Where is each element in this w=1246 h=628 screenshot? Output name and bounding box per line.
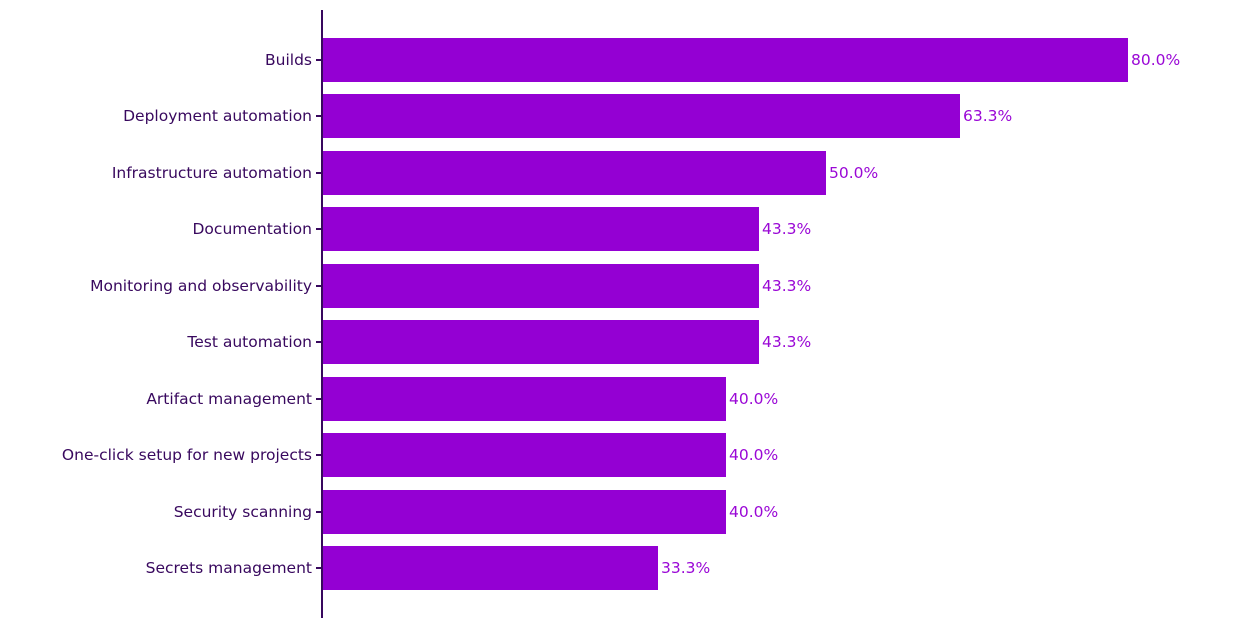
value-label: 43.3% (762, 333, 812, 352)
plot-area: 33.3% (321, 540, 1246, 597)
category-label: One-click setup for new projects (61, 446, 312, 465)
tick-mark (316, 397, 321, 400)
tick-mark (316, 171, 321, 174)
category-label: Documentation (192, 220, 313, 239)
bar (323, 489, 726, 534)
tick-mark (316, 510, 321, 513)
bar-row: Secrets management 33.3% (0, 540, 1246, 597)
value-label: 43.3% (762, 276, 812, 295)
bar (323, 94, 960, 139)
bar-row: Infrastructure automation 50.0% (0, 145, 1246, 202)
bar-row: Artifact management 40.0% (0, 371, 1246, 428)
value-label: 43.3% (762, 220, 812, 239)
bar-row: Security scanning 40.0% (0, 484, 1246, 541)
value-label: 50.0% (829, 163, 879, 182)
value-label: 40.0% (729, 446, 779, 465)
bar (323, 207, 759, 252)
tick-mark (316, 228, 321, 231)
plot-area: 50.0% (321, 145, 1246, 202)
bar (323, 376, 726, 421)
plot-area: 43.3% (321, 314, 1246, 371)
bar-row: Documentation 43.3% (0, 201, 1246, 258)
bar-row: Test automation 43.3% (0, 314, 1246, 371)
tick-mark (316, 58, 321, 61)
bar-row: Deployment automation 63.3% (0, 88, 1246, 145)
bar-row: One-click setup for new projects 40.0% (0, 427, 1246, 484)
tick-mark (316, 284, 321, 287)
tick-mark (316, 454, 321, 457)
bar (323, 150, 826, 195)
bar (323, 263, 759, 308)
category-label: Test automation (187, 333, 312, 352)
plot-area: 63.3% (321, 88, 1246, 145)
bar (323, 320, 759, 365)
plot-area: 43.3% (321, 201, 1246, 258)
value-label: 80.0% (1131, 50, 1181, 69)
bar-rows: Builds 80.0% Deployment automation 63.3%… (0, 10, 1246, 618)
value-label: 33.3% (661, 559, 711, 578)
y-axis-line (321, 10, 323, 618)
category-label: Artifact management (146, 389, 312, 408)
value-label: 40.0% (729, 502, 779, 521)
value-label: 63.3% (963, 107, 1013, 126)
plot-area: 43.3% (321, 258, 1246, 315)
category-label: Infrastructure automation (111, 163, 312, 182)
category-label: Security scanning (173, 502, 312, 521)
category-label: Builds (265, 50, 312, 69)
plot-area: 40.0% (321, 484, 1246, 541)
category-label: Secrets management (145, 559, 312, 578)
plot-area: 80.0% (321, 32, 1246, 89)
bar (323, 37, 1128, 82)
tick-mark (316, 567, 321, 570)
bar-row: Monitoring and observability 43.3% (0, 258, 1246, 315)
tick-mark (316, 115, 321, 118)
plot-area: 40.0% (321, 427, 1246, 484)
bar (323, 433, 726, 478)
category-label: Monitoring and observability (90, 276, 312, 295)
tick-mark (316, 341, 321, 344)
category-label: Deployment automation (123, 107, 312, 126)
plot-area: 40.0% (321, 371, 1246, 428)
value-label: 40.0% (729, 389, 779, 408)
bar (323, 546, 658, 591)
bar-row: Builds 80.0% (0, 32, 1246, 89)
